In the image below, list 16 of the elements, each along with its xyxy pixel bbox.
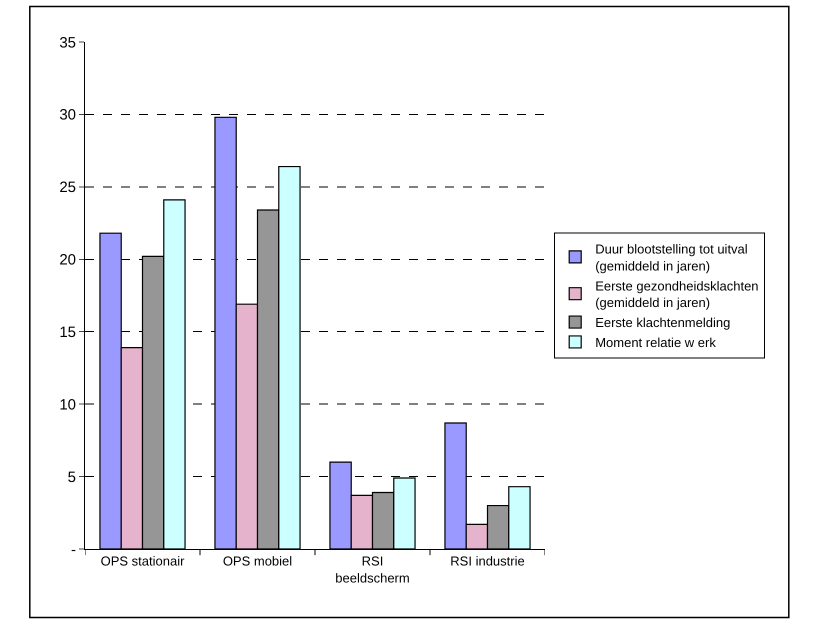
y-tick-label: 10 <box>59 396 76 414</box>
x-tick-label: OPS mobiel <box>222 554 292 569</box>
y-tick-label: 15 <box>59 324 76 341</box>
y-tick-label: 5 <box>68 468 76 486</box>
legend-label: Eerste gezondheidsklachten (gemiddeld in jaren) <box>595 278 759 310</box>
y-tick-label: 25 <box>59 179 76 196</box>
legend-label: Eerste klachtenmelding <box>595 315 730 330</box>
x-tick-label: OPS stationair <box>100 554 186 569</box>
legend-label: Duur blootstelling tot uitval (gemiddeld in jaren) <box>595 242 748 274</box>
y-tick-label: 30 <box>59 106 76 124</box>
x-tick-label: RSI beeldscherm <box>335 554 410 586</box>
y-tick-label: - <box>71 541 76 558</box>
x-tick-label: RSI industrie <box>450 554 525 569</box>
y-tick-label: 20 <box>59 252 76 269</box>
legend-label: Moment relatie w erk <box>595 335 716 350</box>
y-tick-label: 35 <box>59 34 76 52</box>
